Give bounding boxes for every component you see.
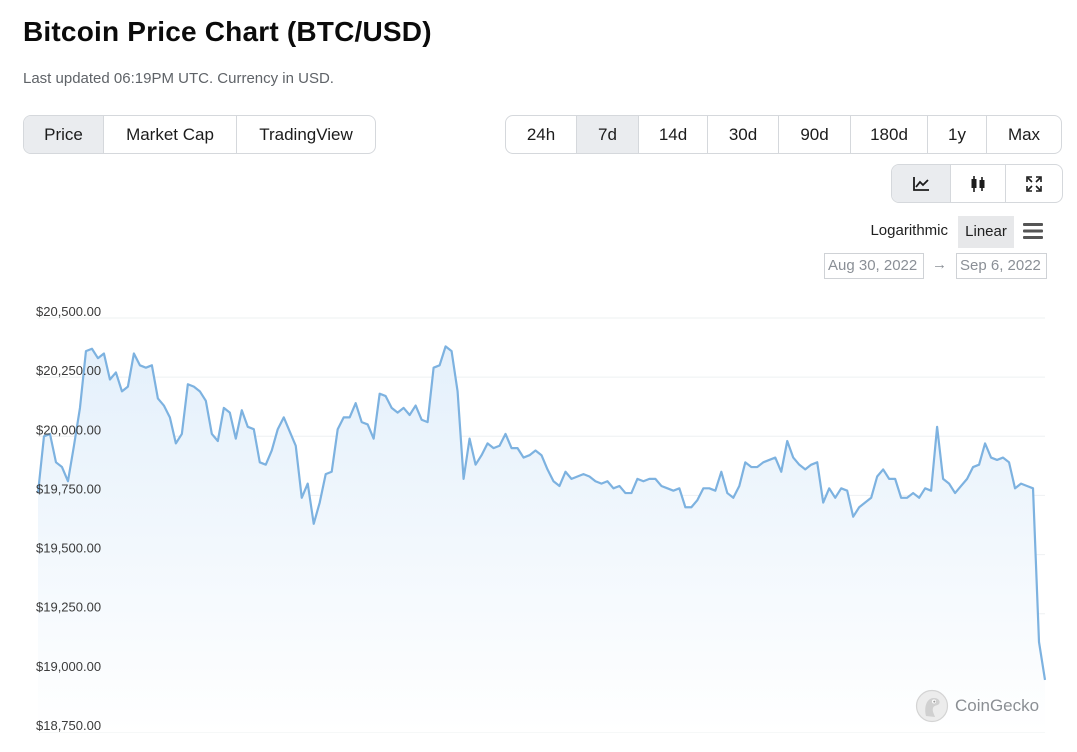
time-range-selector: 24h 7d 14d 30d 90d 180d 1y Max (505, 115, 1062, 154)
y-tick-label: $20,000.00 (36, 422, 101, 437)
y-tick-label: $19,000.00 (36, 659, 101, 674)
scale-toggle: Logarithmic Linear (0, 216, 1077, 248)
view-selector: Price Market Cap TradingView (23, 115, 376, 154)
coingecko-logo-icon (915, 689, 949, 723)
fullscreen-icon (1026, 175, 1042, 192)
fullscreen-button[interactable] (1005, 165, 1062, 202)
range-max-button[interactable]: Max (986, 116, 1061, 153)
menu-icon[interactable] (1022, 221, 1044, 241)
date-range-arrow: → (932, 256, 947, 273)
price-line (36, 345, 1047, 681)
y-tick-label: $20,500.00 (36, 304, 101, 319)
tab-market-cap[interactable]: Market Cap (103, 116, 236, 153)
tab-tradingview[interactable]: TradingView (236, 116, 375, 153)
candlestick-icon (971, 175, 985, 192)
line-chart-icon (913, 176, 929, 191)
y-tick-label: $19,500.00 (36, 541, 101, 556)
date-to-input[interactable]: Sep 6, 2022 (956, 253, 1047, 279)
range-14d-button[interactable]: 14d (638, 116, 707, 153)
range-180d-button[interactable]: 180d (850, 116, 927, 153)
tab-price[interactable]: Price (24, 116, 103, 153)
candlestick-button[interactable] (950, 165, 1005, 202)
brand-name: CoinGecko (955, 696, 1040, 715)
page-title: Bitcoin Price Chart (BTC/USD) (23, 16, 432, 47)
y-tick-label: $18,750.00 (36, 718, 101, 733)
logarithmic-scale-button[interactable]: Logarithmic (870, 222, 948, 239)
y-tick-label: $19,250.00 (36, 600, 101, 615)
range-24h-button[interactable]: 24h (526, 125, 556, 144)
last-updated-text: Last updated 06:19PM UTC. Currency in US… (23, 70, 334, 87)
range-90d-button[interactable]: 90d (778, 116, 850, 153)
coingecko-watermark: CoinGecko (915, 689, 1039, 723)
chart-type-selector (891, 164, 1063, 203)
y-tick-label: $20,250.00 (36, 363, 101, 378)
y-tick-label: $19,750.00 (36, 481, 101, 496)
line-chart-button[interactable] (892, 165, 950, 202)
date-from-input[interactable]: Aug 30, 2022 (824, 253, 924, 279)
range-7d-button[interactable]: 7d (576, 116, 638, 153)
price-chart: $18,750.00 $19,000.00 $19,250.00 $19,500.00… (36, 304, 1047, 733)
linear-scale-button[interactable]: Linear (958, 216, 1014, 248)
range-1y-button[interactable]: 1y (927, 116, 986, 153)
price-area-fill (38, 346, 1045, 732)
range-30d-button[interactable]: 30d (707, 116, 778, 153)
